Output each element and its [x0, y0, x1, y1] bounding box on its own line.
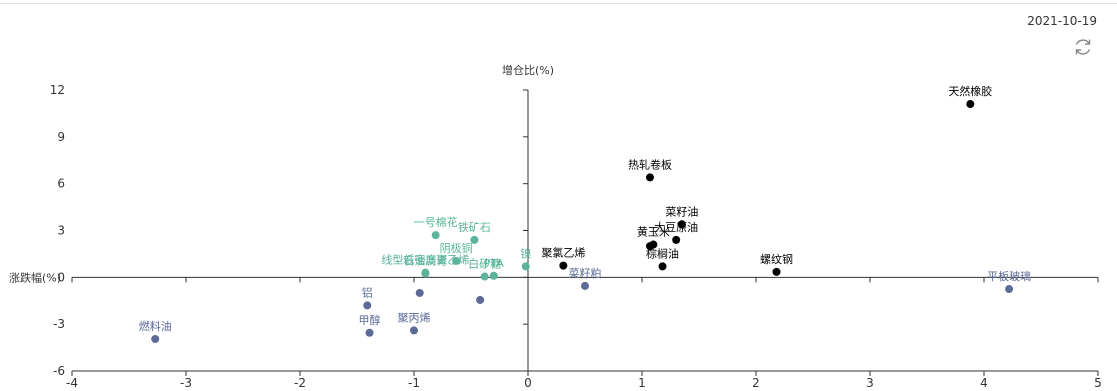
data-point	[415, 288, 424, 297]
data-point	[581, 281, 589, 290]
x-tick-label: -3	[180, 376, 192, 390]
data-point	[645, 242, 654, 251]
data-point	[559, 261, 568, 270]
data-label: 石油沥青	[403, 253, 447, 267]
data-label: 镍	[520, 246, 531, 260]
data-label: 平板玻璃	[987, 269, 1031, 283]
y-tick-label: 6	[57, 177, 65, 191]
x-tick-label: 5	[1094, 376, 1102, 390]
y-tick-label: 12	[50, 83, 65, 97]
data-label: 白砂糖	[468, 257, 501, 271]
data-label: 大豆原油	[654, 220, 698, 234]
x-tick-label: -2	[294, 376, 306, 390]
data-point	[521, 262, 530, 271]
y-tick-label: 0	[57, 270, 65, 284]
data-label: 天然橡胶	[948, 84, 992, 98]
data-point	[452, 256, 461, 265]
x-tick-label: 1	[638, 376, 646, 390]
data-label: 线型低密度聚乙烯	[381, 253, 469, 267]
data-label: 铁矿石	[458, 221, 491, 234]
data-label: 铝	[362, 285, 373, 299]
data-point	[431, 231, 440, 240]
data-label: 阴极铜	[440, 241, 473, 255]
data-point	[363, 301, 372, 310]
data-point	[421, 269, 430, 278]
y-tick-label: 3	[57, 224, 65, 238]
data-point	[476, 295, 485, 304]
x-axis-title: 涨跌幅(%)	[9, 270, 61, 284]
data-label: 甲醇	[359, 313, 381, 327]
y-axis-title: 增仓比(%)	[502, 63, 554, 77]
date-label: 2021-10-19	[1027, 14, 1097, 28]
data-label: 菜籽粕	[569, 266, 602, 280]
refresh-icon[interactable]	[1072, 36, 1094, 58]
data-point	[410, 326, 418, 335]
data-label: 棕榈油	[646, 246, 679, 260]
data-point	[966, 100, 975, 109]
data-point	[677, 220, 686, 229]
data-point	[489, 271, 498, 280]
data-label: 螺纹钢	[760, 252, 793, 266]
y-tick-label: -3	[53, 317, 65, 331]
data-point	[672, 235, 681, 244]
x-tick-label: 3	[866, 376, 874, 390]
data-point	[470, 235, 479, 244]
data-point	[645, 173, 654, 182]
y-tick-label: -6	[53, 364, 65, 378]
x-tick-label: 4	[980, 376, 988, 390]
data-point	[1005, 285, 1014, 294]
data-point	[365, 328, 374, 337]
data-label: 菜籽油	[665, 204, 698, 218]
data-label: 聚氯乙烯	[541, 246, 585, 260]
top-divider	[0, 3, 1117, 4]
data-label: 燃料油	[139, 319, 172, 333]
data-label: 黄玉米	[637, 225, 670, 239]
data-label: PTA	[484, 257, 504, 270]
x-tick-label: -4	[66, 376, 78, 390]
data-label: 热轧卷板	[628, 157, 672, 171]
y-tick-label: 9	[57, 130, 65, 144]
x-tick-label: 0	[524, 376, 532, 390]
data-point	[772, 267, 781, 276]
data-label: 一号棉花	[414, 215, 458, 229]
data-label: 聚丙烯	[398, 311, 431, 324]
x-tick-label: -1	[408, 376, 420, 390]
x-tick-label: 2	[752, 376, 760, 390]
data-point	[480, 272, 489, 281]
data-point	[151, 334, 160, 343]
data-point	[658, 262, 667, 271]
